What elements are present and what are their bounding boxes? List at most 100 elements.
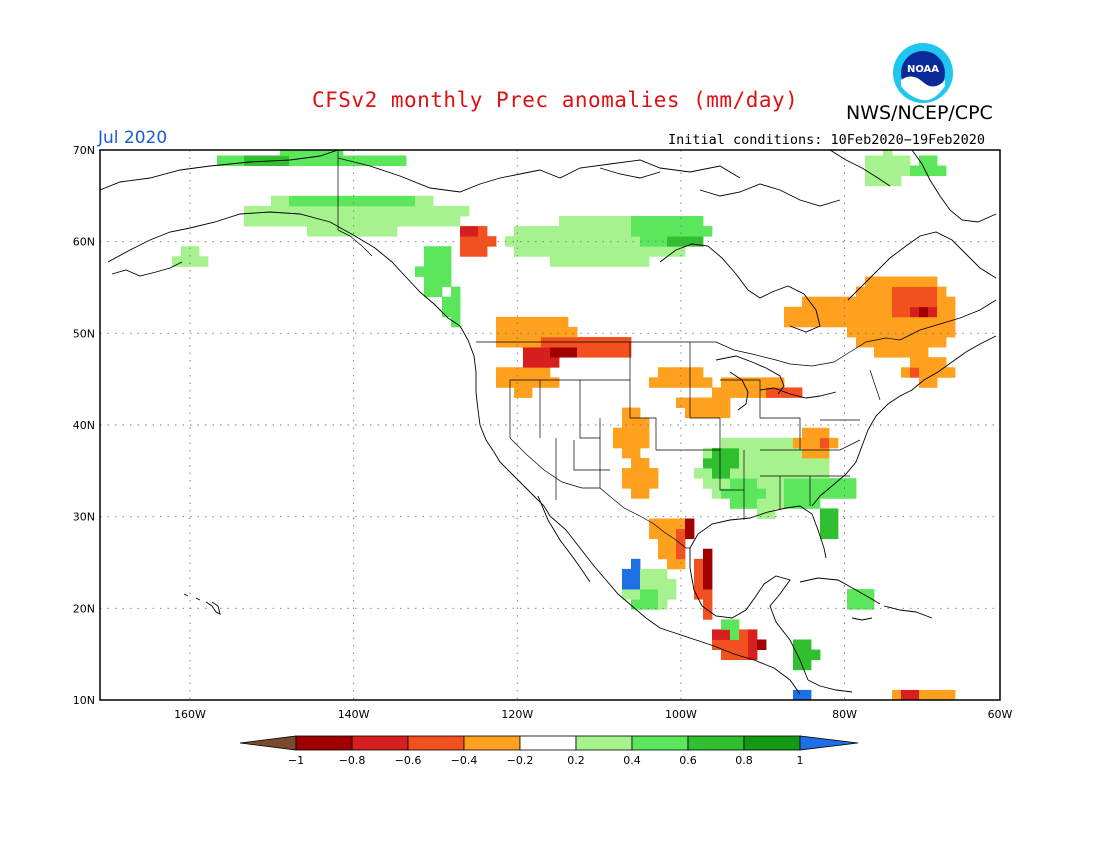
anomaly-cell <box>757 377 767 388</box>
anomaly-cell <box>694 216 704 227</box>
anomaly-cell <box>910 367 920 378</box>
anomaly-cell <box>622 478 632 489</box>
anomaly-cell <box>847 488 857 499</box>
anomaly-cell <box>847 316 857 328</box>
anomaly-cell <box>424 216 434 227</box>
anomaly-cell <box>442 216 452 227</box>
anomaly-cell <box>892 296 902 308</box>
anomaly-cell <box>856 337 866 348</box>
anomaly-cell <box>703 478 713 489</box>
anomaly-cell <box>748 437 758 449</box>
map-title: CFSv2 monthly Prec anomalies (mm/day) <box>312 88 799 112</box>
anomaly-cell <box>424 195 434 207</box>
anomaly-cell <box>667 216 677 227</box>
anomaly-cell <box>604 256 614 267</box>
longitude-label: 140W <box>338 708 370 721</box>
anomaly-cell <box>685 216 695 227</box>
anomaly-cell <box>280 195 290 207</box>
anomaly-cell <box>874 276 884 287</box>
latitude-label: 30N <box>73 511 95 524</box>
anomaly-cell <box>883 316 893 328</box>
anomaly-cell <box>685 226 695 237</box>
anomaly-cell <box>865 296 875 308</box>
anomaly-cell <box>811 478 821 489</box>
anomaly-cell <box>883 276 893 287</box>
anomaly-cell <box>820 518 830 529</box>
anomaly-cell <box>577 226 587 237</box>
anomaly-cell <box>892 689 902 700</box>
anomaly-cell <box>415 195 425 207</box>
anomaly-cell <box>352 195 362 207</box>
anomaly-cell <box>190 256 200 267</box>
anomaly-cell <box>613 437 623 449</box>
anomaly-cell <box>937 326 947 338</box>
anomaly-cell <box>802 649 812 661</box>
anomaly-cell <box>694 568 704 580</box>
anomaly-cell <box>721 437 731 449</box>
anomaly-cell <box>406 216 416 227</box>
anomaly-cell <box>928 357 938 368</box>
anomaly-cell <box>838 296 848 308</box>
anomaly-cell <box>424 276 434 287</box>
anomaly-cell <box>676 367 686 378</box>
anomaly-cell <box>640 599 650 610</box>
anomaly-cell <box>694 589 704 600</box>
anomaly-cell <box>532 326 542 338</box>
anomaly-cell <box>217 155 227 166</box>
anomaly-cell <box>847 599 857 610</box>
colorbar-tick-label: −1 <box>288 754 304 767</box>
anomaly-cell <box>892 347 902 358</box>
anomaly-cell <box>766 447 776 459</box>
anomaly-cell <box>910 306 920 318</box>
anomaly-cell <box>928 296 938 308</box>
anomaly-cell <box>271 205 281 217</box>
anomaly-cell <box>766 498 776 509</box>
anomaly-cell <box>496 326 506 338</box>
anomaly-cell <box>595 216 605 227</box>
anomaly-cell <box>559 256 569 267</box>
anomaly-cell <box>577 216 587 227</box>
anomaly-cell <box>361 216 371 227</box>
anomaly-cell <box>712 407 722 419</box>
anomaly-cell <box>730 387 740 398</box>
anomaly-field <box>172 150 956 700</box>
anomaly-cell <box>613 347 623 358</box>
anomaly-cell <box>937 296 947 308</box>
anomaly-cell <box>307 226 317 237</box>
anomaly-cell <box>766 458 776 469</box>
anomaly-cell <box>730 639 740 650</box>
anomaly-cell <box>442 276 452 287</box>
valid-month-label: Jul 2020 <box>98 128 168 148</box>
anomaly-cell <box>928 276 938 287</box>
anomaly-cell <box>640 458 650 469</box>
anomaly-cell <box>928 367 938 378</box>
anomaly-cell <box>802 659 812 671</box>
anomaly-cell <box>442 256 452 267</box>
anomaly-cell <box>226 155 236 166</box>
anomaly-cell <box>532 347 542 358</box>
anomaly-cell <box>883 175 893 187</box>
anomaly-cell <box>730 649 740 661</box>
anomaly-cell <box>712 629 722 640</box>
anomaly-cell <box>523 367 533 378</box>
anomaly-cell <box>811 649 821 661</box>
anomaly-cell <box>658 367 668 378</box>
anomaly-cell <box>532 246 542 257</box>
anomaly-cell <box>802 437 812 449</box>
anomaly-cell <box>793 387 803 398</box>
anomaly-cell <box>613 256 623 267</box>
anomaly-cell <box>829 296 839 308</box>
anomaly-cell <box>658 216 668 227</box>
anomaly-cell <box>874 316 884 328</box>
anomaly-cell <box>379 205 389 217</box>
anomaly-cell <box>451 306 461 318</box>
noaa-logo-icon: NOAA <box>893 43 953 103</box>
anomaly-cell <box>658 538 668 550</box>
anomaly-cell <box>811 437 821 449</box>
anomaly-cell <box>613 427 623 439</box>
anomaly-cell <box>892 276 902 287</box>
anomaly-cell <box>721 387 731 398</box>
anomaly-cell <box>649 246 659 257</box>
anomaly-cell <box>928 337 938 348</box>
anomaly-cell <box>892 286 902 298</box>
